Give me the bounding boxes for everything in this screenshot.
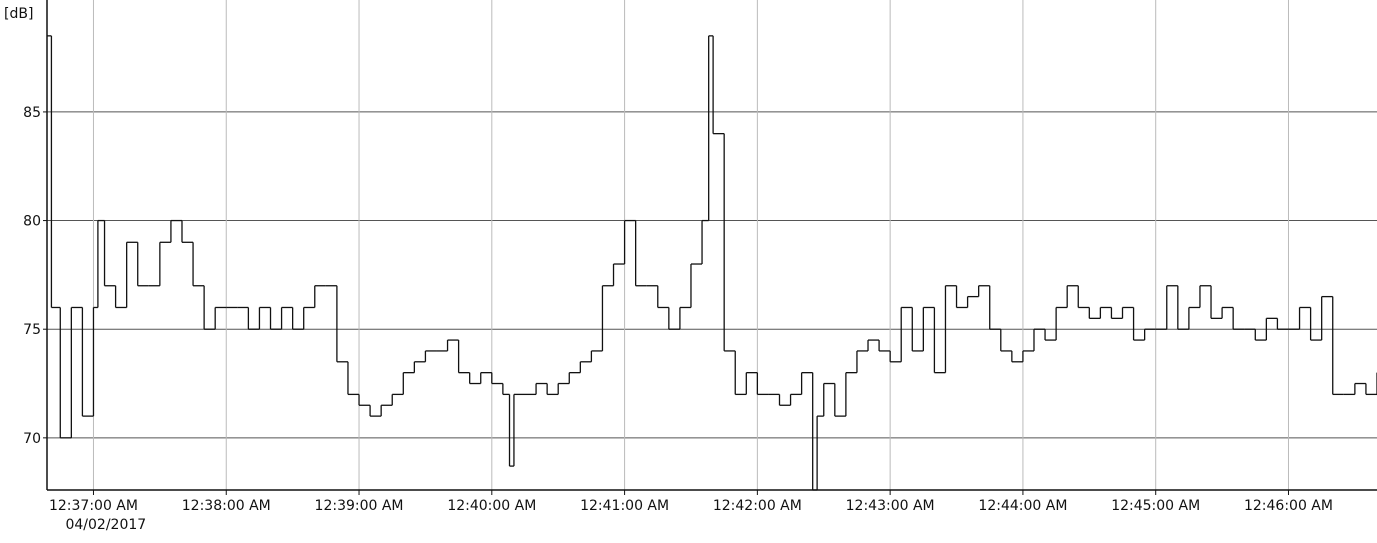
x-tick-label: 12:45:00 AM [1111,498,1200,514]
y-tick-label: 85 [23,105,41,121]
y-tick-label: 70 [23,431,41,447]
x-tick-label: 12:42:00 AM [713,498,802,514]
x-tick-label: 12:46:00 AM [1244,498,1333,514]
x-tick-label: 12:39:00 AM [315,498,404,514]
x-date-label: 04/02/2017 [65,517,146,533]
x-tick-label: 12:38:00 AM [182,498,271,514]
y-tick-label: 75 [23,322,41,338]
x-tick-label: 12:43:00 AM [846,498,935,514]
x-tick-label: 12:44:00 AM [978,498,1067,514]
x-tick-label: 12:40:00 AM [447,498,536,514]
y-tick-label: 80 [23,214,41,230]
x-tick-label: 12:37:00 AM [49,498,138,514]
y-axis-label: [dB] [4,6,33,22]
x-tick-label: 12:41:00 AM [580,498,669,514]
